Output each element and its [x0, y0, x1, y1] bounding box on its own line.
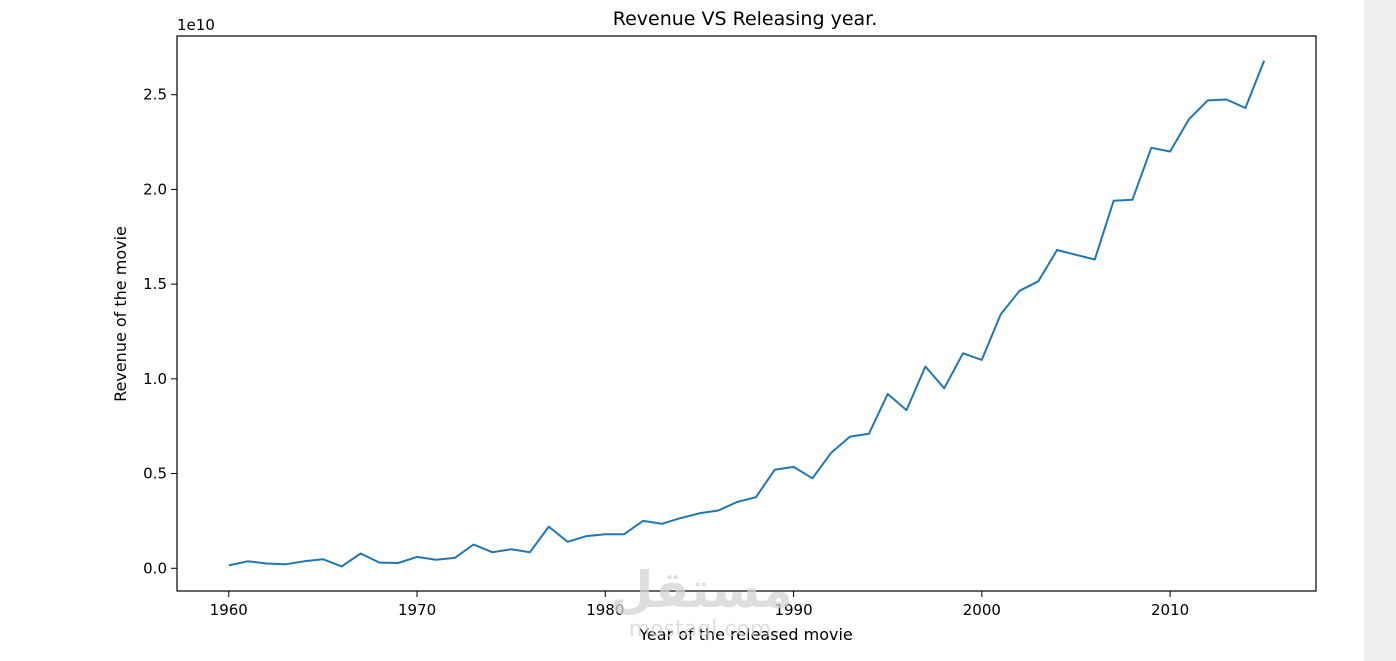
x-axis-ticks: 1960 1970 1980 1990 2000 2010: [210, 591, 1189, 619]
y-axis-label: Revenue of the movie: [111, 226, 130, 402]
y-tick-label: 0.5: [143, 465, 167, 483]
x-tick-label: 1980: [586, 601, 624, 619]
y-axis-offset-label: 1e10: [177, 16, 215, 34]
y-tick-label: 2.0: [143, 180, 167, 198]
x-tick-label: 2000: [963, 601, 1001, 619]
series-line-revenue: [228, 60, 1266, 568]
chart-title: Revenue VS Releasing year.: [613, 8, 878, 30]
x-tick-label: 1990: [774, 601, 812, 619]
series-layer: [228, 60, 1266, 568]
x-tick-label: 2010: [1151, 601, 1189, 619]
x-tick-label: 1970: [398, 601, 436, 619]
x-tick-label: 1960: [210, 601, 248, 619]
y-tick-label: 2.5: [143, 86, 167, 104]
y-tick-label: 1.5: [143, 275, 167, 293]
y-tick-label: 0.0: [143, 559, 167, 577]
page-scroll-strip: [1364, 0, 1396, 661]
plot-area-frame: [176, 35, 1317, 592]
series-points-revenue: [229, 61, 1264, 567]
line-chart: Revenue VS Releasing year. 1e10 1960 1970…: [111, 8, 1317, 644]
y-axis-ticks: 0.0 0.5 1.0 1.5 2.0 2.5: [143, 86, 177, 577]
x-axis-label: Year of the released movie: [638, 625, 853, 644]
y-tick-label: 1.0: [143, 370, 167, 388]
